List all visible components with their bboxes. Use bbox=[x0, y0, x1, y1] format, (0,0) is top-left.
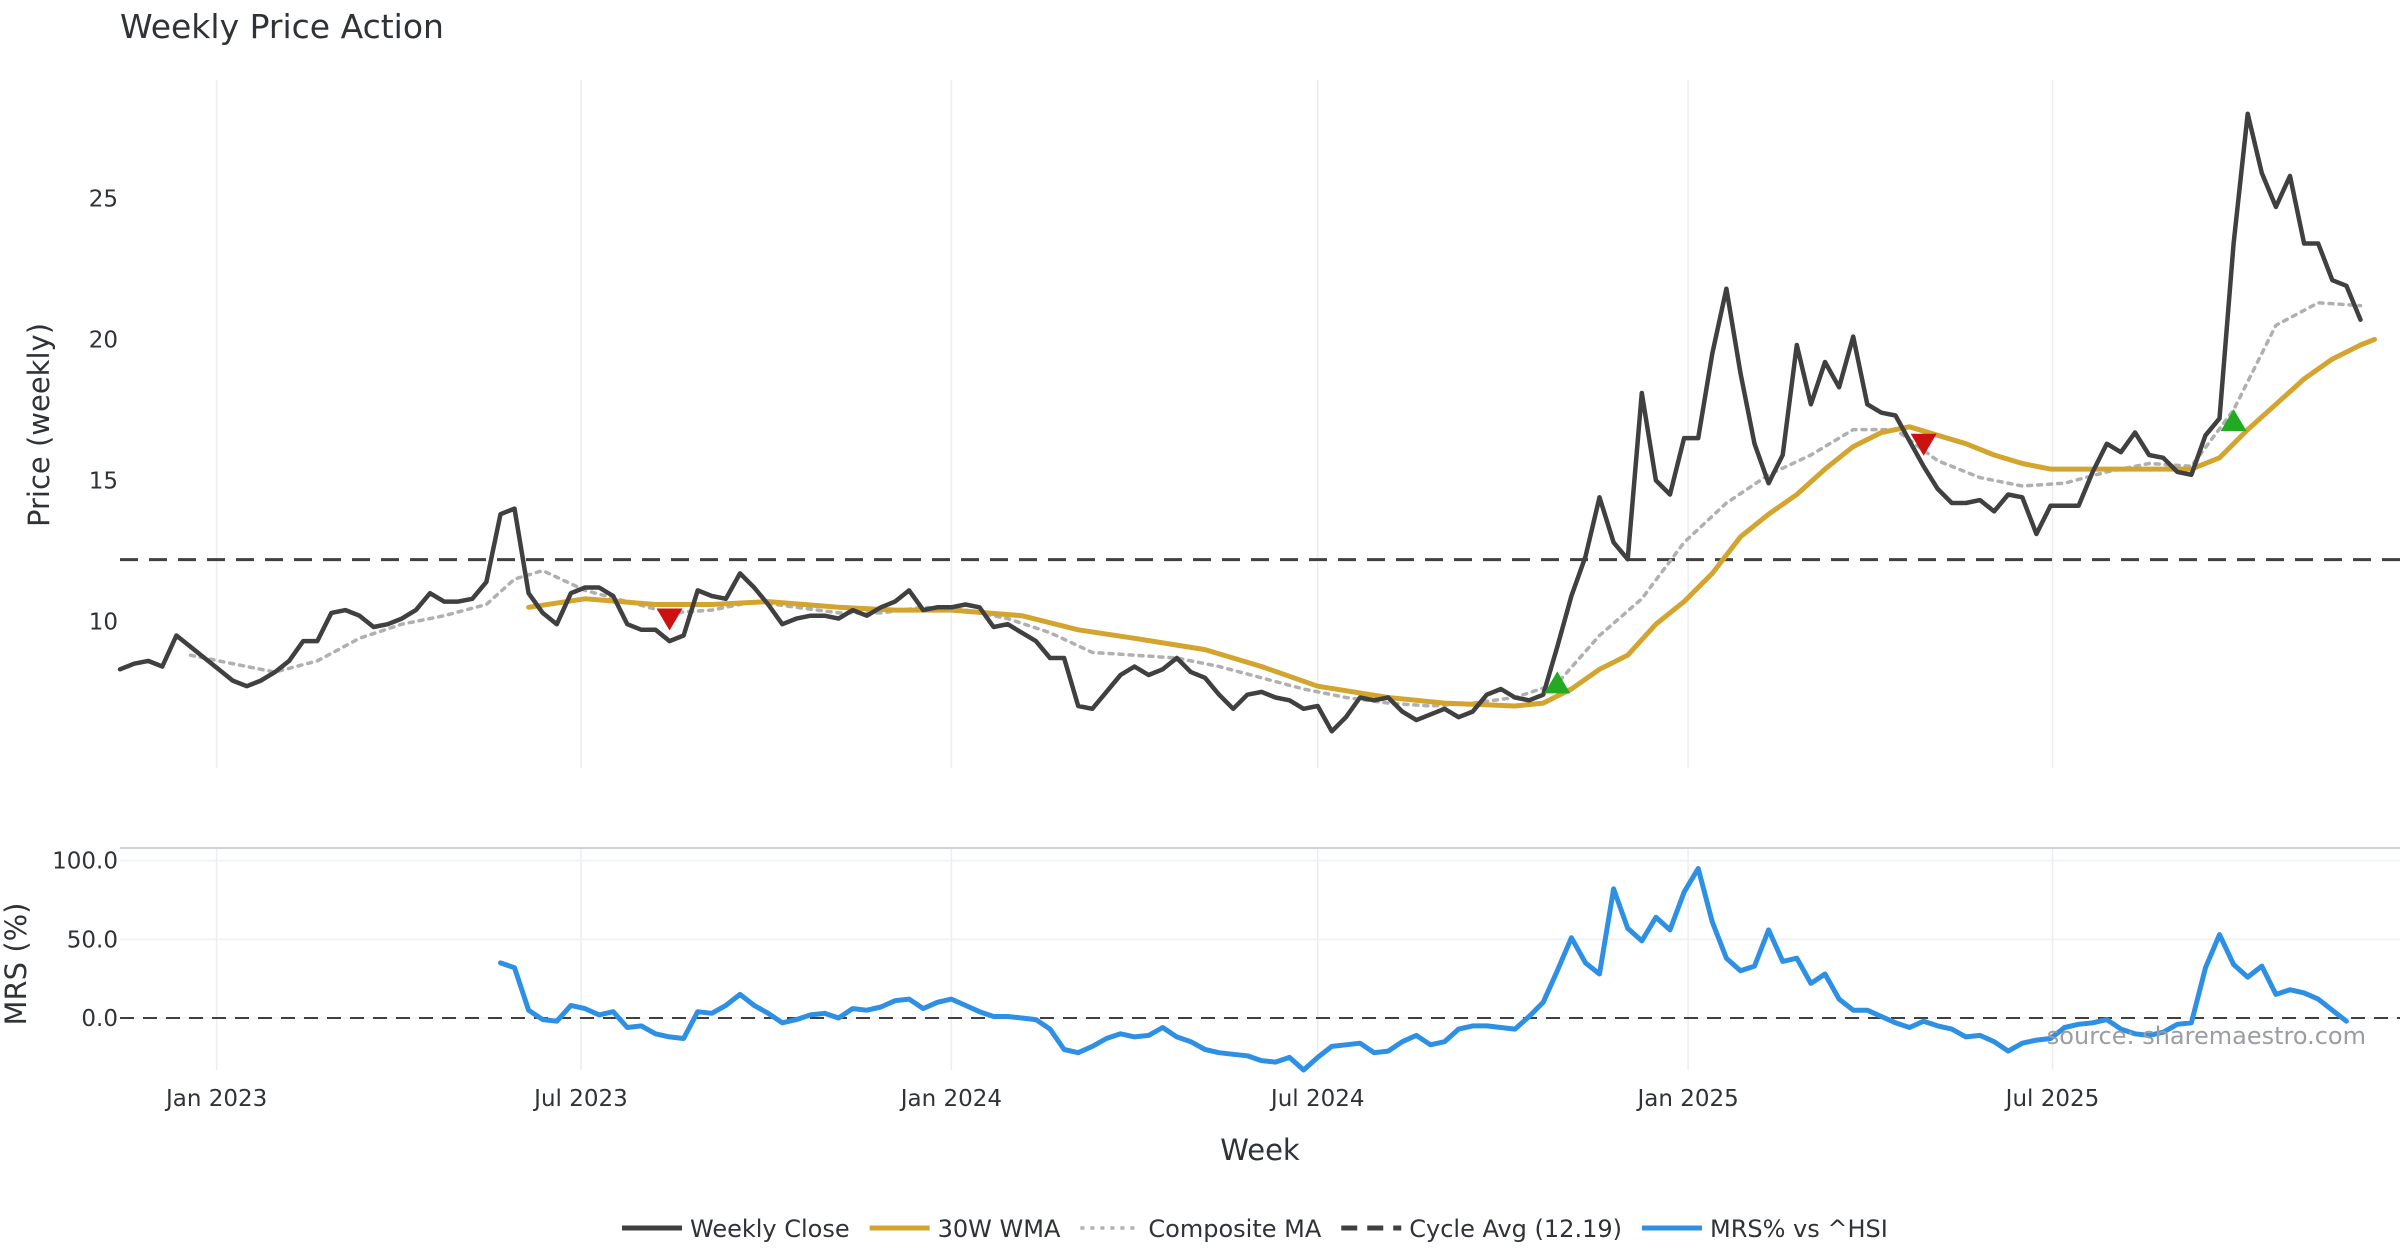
price-y-tick-label: 25 bbox=[89, 186, 118, 212]
reference-lines bbox=[120, 558, 2400, 1020]
chart-title: Weekly Price Action bbox=[120, 7, 444, 46]
legend-label: Cycle Avg (12.19) bbox=[1409, 1215, 1622, 1243]
legend-label: 30W WMA bbox=[938, 1215, 1061, 1243]
sell-signal-marker bbox=[656, 608, 683, 631]
buy-signal-marker bbox=[1544, 671, 1571, 694]
buy-signal-marker bbox=[2220, 409, 2247, 432]
x-tick-label: Jul 2025 bbox=[2004, 1086, 2100, 1112]
legend-label: Composite MA bbox=[1148, 1215, 1321, 1243]
mrs-y-axis-title: MRS (%) bbox=[0, 903, 33, 1026]
x-tick-label: Jan 2025 bbox=[1635, 1086, 1738, 1112]
x-tick-label: Jan 2023 bbox=[164, 1086, 267, 1112]
x-tick-label: Jul 2023 bbox=[532, 1086, 628, 1112]
series-line-mrs-vs-hsi bbox=[498, 866, 2349, 1073]
x-axis-title: Week bbox=[1220, 1133, 1300, 1167]
source-annotation: source: sharemaestro.com bbox=[2047, 1022, 2366, 1050]
price-y-tick-label: 20 bbox=[89, 327, 118, 353]
axis-labels: Jan 2023 Jul 2023 Jan 2024 Jul 2024 Jan 2025… bbox=[52, 186, 2099, 1112]
x-tick-label: Jul 2024 bbox=[1269, 1086, 1365, 1112]
mrs-y-tick-label: 0.0 bbox=[81, 1006, 118, 1032]
price-y-tick-label: 15 bbox=[89, 468, 118, 494]
price-y-axis-title: Price (weekly) bbox=[22, 323, 56, 527]
legend-label: Weekly Close bbox=[690, 1215, 850, 1243]
series-layer bbox=[117, 111, 2377, 1073]
price-y-tick-label: 10 bbox=[89, 609, 118, 635]
legend-label: MRS% vs ^HSI bbox=[1710, 1215, 1888, 1243]
series-line-weekly-close bbox=[117, 111, 2363, 734]
x-tick-label: Jan 2024 bbox=[899, 1086, 1002, 1112]
series-line-composite-ma bbox=[188, 301, 2363, 708]
series-line-30w-wma bbox=[526, 336, 2377, 709]
grid-layer bbox=[120, 80, 2400, 1070]
mrs-y-tick-label: 100.0 bbox=[52, 849, 118, 875]
signal-markers bbox=[656, 409, 2247, 694]
sell-signal-marker bbox=[1910, 433, 1937, 456]
mrs-y-tick-label: 50.0 bbox=[67, 927, 118, 953]
legend: Weekly Close 30W WMA Composite MA Cycle Avg… bbox=[622, 1215, 1888, 1243]
